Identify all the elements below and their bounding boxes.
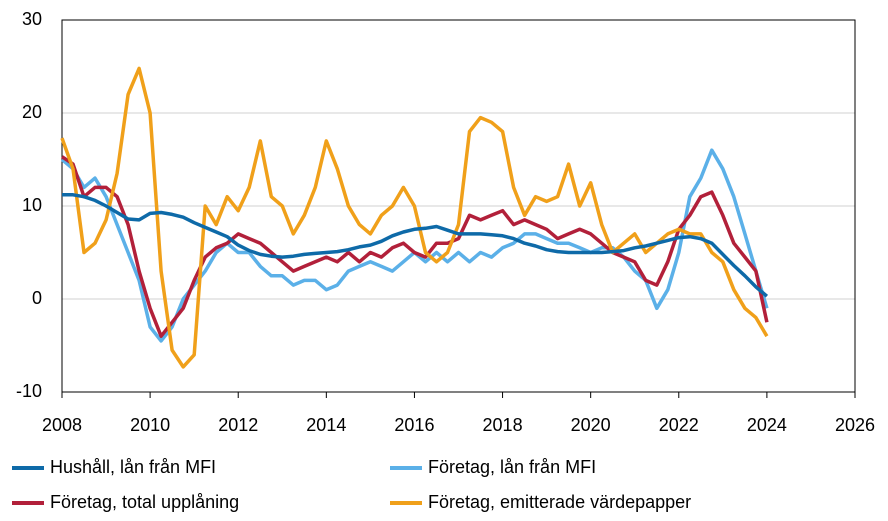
y-tick-label: 20 — [22, 102, 42, 122]
x-tick-label: 2022 — [659, 415, 699, 435]
legend-label: Företag, lån från MFI — [428, 457, 596, 477]
x-tick-label: 2024 — [747, 415, 787, 435]
series-line — [62, 193, 769, 298]
y-tick-label: -10 — [16, 381, 42, 401]
y-tick-label: 0 — [32, 288, 42, 308]
series-line — [60, 66, 769, 369]
y-tick-label: 30 — [22, 9, 42, 29]
series-line — [61, 155, 769, 338]
plot-frame — [61, 19, 856, 393]
x-tick-label: 2008 — [42, 415, 82, 435]
x-tick-label: 2012 — [218, 415, 258, 435]
x-tick-label: 2016 — [394, 415, 434, 435]
legend-label: Hushåll, lån från MFI — [50, 457, 216, 477]
x-tick-label: 2010 — [130, 415, 170, 435]
x-tick-label: 2020 — [571, 415, 611, 435]
legend-label: Företag, emitterade värdepapper — [428, 492, 691, 512]
x-tick-label: 2026 — [835, 415, 875, 435]
x-tick-label: 2018 — [483, 415, 523, 435]
x-tick-label: 2014 — [306, 415, 346, 435]
y-tick-label: 10 — [22, 195, 42, 215]
legend-label: Företag, total upplåning — [50, 492, 239, 512]
